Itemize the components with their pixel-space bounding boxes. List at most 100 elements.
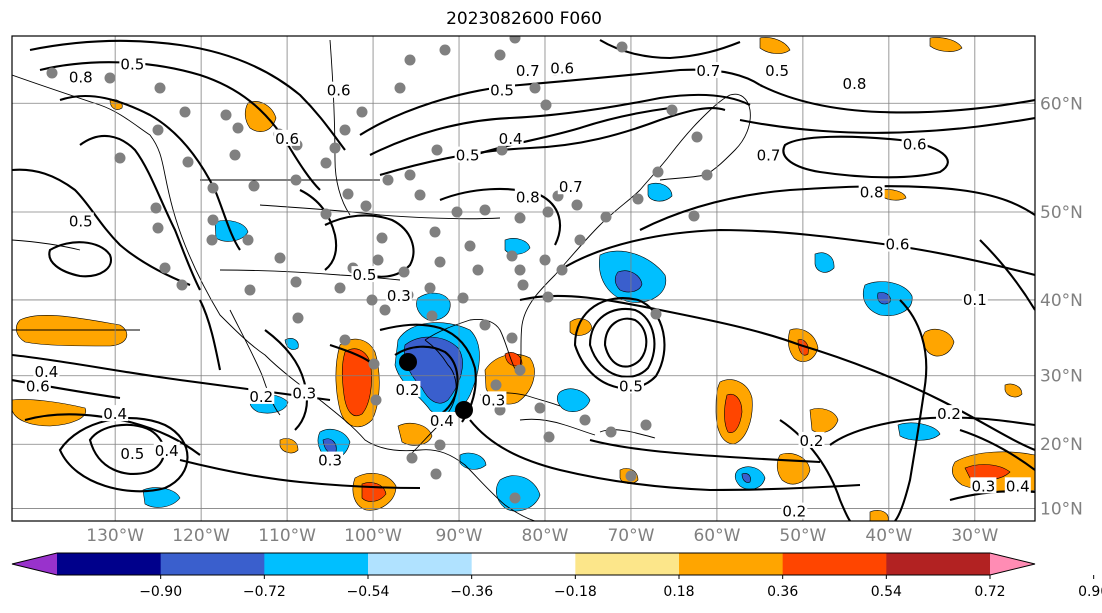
- contour-label-bg: [781, 502, 808, 519]
- contour-label: 0.6: [327, 82, 351, 100]
- contour-label: 0.3: [387, 287, 411, 305]
- colorbar-tick-label: 0.90: [1078, 584, 1102, 600]
- latitude-tick-label: 20°N: [1040, 435, 1083, 455]
- contour-label-bg: [617, 377, 644, 394]
- contour-label-bg: [394, 380, 421, 397]
- contour-label-bg: [936, 405, 963, 422]
- station-markers: [46, 36, 713, 504]
- contour-label-bg: [385, 286, 412, 303]
- contour-label-bg: [119, 55, 146, 72]
- contour-label: 0.4: [430, 412, 454, 430]
- contour-label: 0.4: [34, 363, 58, 381]
- contour-label-bg: [764, 62, 791, 79]
- contour-label-bg: [514, 62, 541, 79]
- contour-label: 0.6: [275, 130, 299, 148]
- contour-label: 0.3: [292, 384, 316, 402]
- contour-label: 0.6: [903, 136, 927, 154]
- storm-markers: [399, 353, 473, 419]
- colorbar-segment: [782, 553, 887, 575]
- contour-label-bg: [489, 81, 516, 98]
- colorbar-tick-label: 0.18: [663, 584, 694, 600]
- colorbar-tick-label: 0.54: [871, 584, 902, 600]
- contour-label: 0.8: [69, 69, 93, 87]
- contour-label: 0.4: [499, 130, 523, 148]
- contour-label: 0.7: [696, 62, 720, 80]
- map-frame: [11, 35, 1036, 522]
- contour-label-bg: [514, 188, 541, 205]
- colorbar-segment: [886, 553, 991, 575]
- latitude-tick-label: 10°N: [1040, 499, 1083, 519]
- contour-label-bg: [557, 178, 584, 195]
- colorbar-segment: [57, 553, 162, 575]
- contour-label: 0.5: [456, 147, 480, 165]
- contour-label-bg: [695, 62, 722, 79]
- contour-label-bg: [480, 391, 507, 408]
- contour-label: 0.5: [69, 213, 93, 231]
- contour-label-bg: [33, 363, 60, 380]
- contour-label-bg: [884, 235, 911, 252]
- contour-label-bg: [549, 59, 576, 76]
- longitude-tick-label: 90°W: [436, 526, 483, 546]
- longitude-tick-label: 130°W: [86, 526, 144, 546]
- contour-label-bg: [961, 290, 988, 307]
- contour-label-bg: [755, 146, 782, 163]
- latitude-tick-label: 40°N: [1040, 291, 1083, 311]
- contour-label: 0.5: [353, 266, 377, 284]
- colorbar-outline: [11, 552, 1036, 576]
- colorbar-segment: [471, 553, 576, 575]
- contour-labels: 0.80.50.6 0.50.7 0.60.40.50.80.70.7 0.50.80…: [24, 55, 1031, 521]
- colorbar-extend-low: [12, 553, 57, 575]
- contour-label: 0.8: [516, 188, 540, 206]
- shaded-negative-areas: [142, 182, 941, 512]
- contour-label: 0.7: [516, 62, 540, 80]
- contour-label-bg: [497, 129, 524, 146]
- colorbar-tick-label: 0.36: [767, 584, 798, 600]
- coastlines: [12, 39, 751, 521]
- colorbar-tick-label: −0.36: [450, 584, 493, 600]
- longitude-tick-label: 50°W: [779, 526, 826, 546]
- contour-label: 0.3: [481, 391, 505, 409]
- contour-label-bg: [67, 68, 94, 85]
- contour-label: 0.2: [782, 503, 806, 521]
- latitude-tick-label: 30°N: [1040, 367, 1083, 387]
- longitude-tick-label: 80°W: [522, 526, 569, 546]
- contour-label-bg: [1004, 477, 1031, 494]
- longitude-tick-label: 30°W: [951, 526, 998, 546]
- contour-label: 0.2: [937, 405, 961, 423]
- contour-label-bg: [153, 441, 180, 458]
- contour-label: 0.8: [860, 183, 884, 201]
- contour-label: 0.5: [765, 62, 789, 80]
- contour-label-bg: [119, 445, 146, 462]
- contour-lines: [12, 39, 1035, 521]
- latitude-tick-label: 60°N: [1040, 94, 1083, 114]
- contour-label-bg: [798, 431, 825, 448]
- longitude-tick-label: 70°W: [607, 526, 654, 546]
- colorbar-tick-label: −0.72: [243, 584, 286, 600]
- longitude-tick-label: 60°W: [693, 526, 740, 546]
- colorbar-tick-label: 0.72: [974, 584, 1005, 600]
- colorbar-tick-label: −0.90: [139, 584, 182, 600]
- contour-label: 0.6: [26, 377, 50, 395]
- contour-label-bg: [274, 129, 301, 146]
- colorbar: −0.90 −0.72 −0.54 −0.36 −0.18 0.18 0.36 0.54 0.7…: [11, 552, 1102, 600]
- contour-label-bg: [291, 384, 318, 401]
- contour-label: 0.2: [396, 381, 420, 399]
- colorbar-segment: [679, 553, 784, 575]
- contour-label: 0.5: [120, 445, 144, 463]
- contour-label-bg: [102, 405, 129, 422]
- colorbar-segment: [160, 553, 265, 575]
- contour-label: 0.3: [318, 452, 342, 470]
- longitude-tick-label: 100°W: [344, 526, 402, 546]
- contour-label-bg: [970, 477, 997, 494]
- longitude-tick-label: 40°W: [865, 526, 912, 546]
- contour-label-bg: [24, 377, 51, 394]
- contour-label: 0.3: [971, 477, 995, 495]
- contour-label-bg: [858, 183, 885, 200]
- contour-label: 0.8: [843, 75, 867, 93]
- contour-label: 0.7: [559, 178, 583, 196]
- contour-label: 0.5: [490, 82, 514, 100]
- contour-label: 0.6: [550, 59, 574, 77]
- latitude-tick-label: 50°N: [1040, 203, 1083, 223]
- contour-label-bg: [428, 411, 455, 428]
- colorbar-tick-label: −0.18: [554, 584, 597, 600]
